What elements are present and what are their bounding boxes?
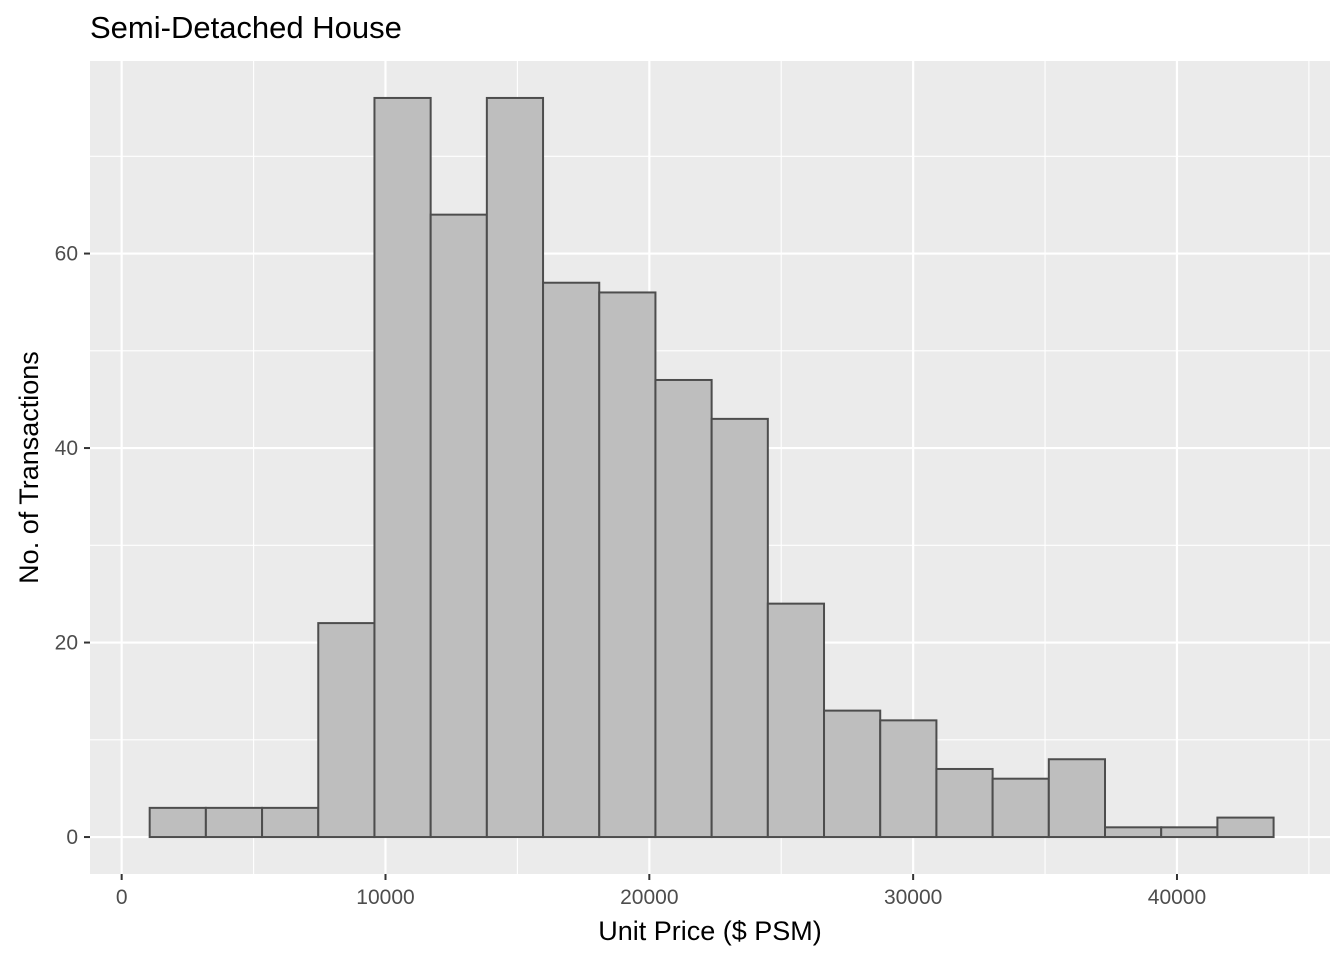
x-tick-label: 20000 <box>620 886 678 909</box>
histogram-bar-15 <box>935 767 994 839</box>
histogram-bar-16 <box>991 777 1050 839</box>
histogram-bar-9 <box>598 291 657 839</box>
x-tick-label: 0 <box>116 886 128 909</box>
histogram-bar-2 <box>204 806 264 839</box>
x-tick-label: 40000 <box>1148 886 1206 909</box>
histogram-bar-5 <box>373 96 432 839</box>
histogram-bars <box>148 96 1275 839</box>
y-tick-label: 40 <box>55 437 78 460</box>
x-axis: 0 10000 20000 30000 40000 <box>116 874 1206 909</box>
histogram-bar-8 <box>542 281 601 839</box>
chart-title: Semi-Detached House <box>90 10 402 45</box>
histogram-bar-12 <box>766 602 826 839</box>
histogram-bar-13 <box>823 709 882 839</box>
histogram-bar-1 <box>148 806 207 839</box>
x-tick-label: 30000 <box>884 886 942 909</box>
histogram-bar-3 <box>261 806 320 839</box>
y-axis-title: No. of Transactions <box>14 351 44 584</box>
y-tick-label: 20 <box>55 632 78 655</box>
histogram-bar-14 <box>879 719 938 839</box>
histogram-bar-17 <box>1047 758 1107 839</box>
histogram-bar-4 <box>317 622 376 839</box>
x-tick-label: 10000 <box>356 886 414 909</box>
histogram-bar-10 <box>654 378 713 839</box>
histogram-bar-19 <box>1160 826 1219 839</box>
histogram-bar-18 <box>1104 826 1163 839</box>
histogram-bar-6 <box>429 213 488 839</box>
y-tick-label: 60 <box>55 243 78 266</box>
histogram-bar-20 <box>1216 816 1275 839</box>
histogram-bar-11 <box>710 417 769 839</box>
y-tick-label: 0 <box>66 826 78 849</box>
y-axis: 0 20 40 60 <box>55 243 90 849</box>
x-axis-title: Unit Price ($ PSM) <box>598 916 822 946</box>
histogram-bar-7 <box>485 96 545 839</box>
